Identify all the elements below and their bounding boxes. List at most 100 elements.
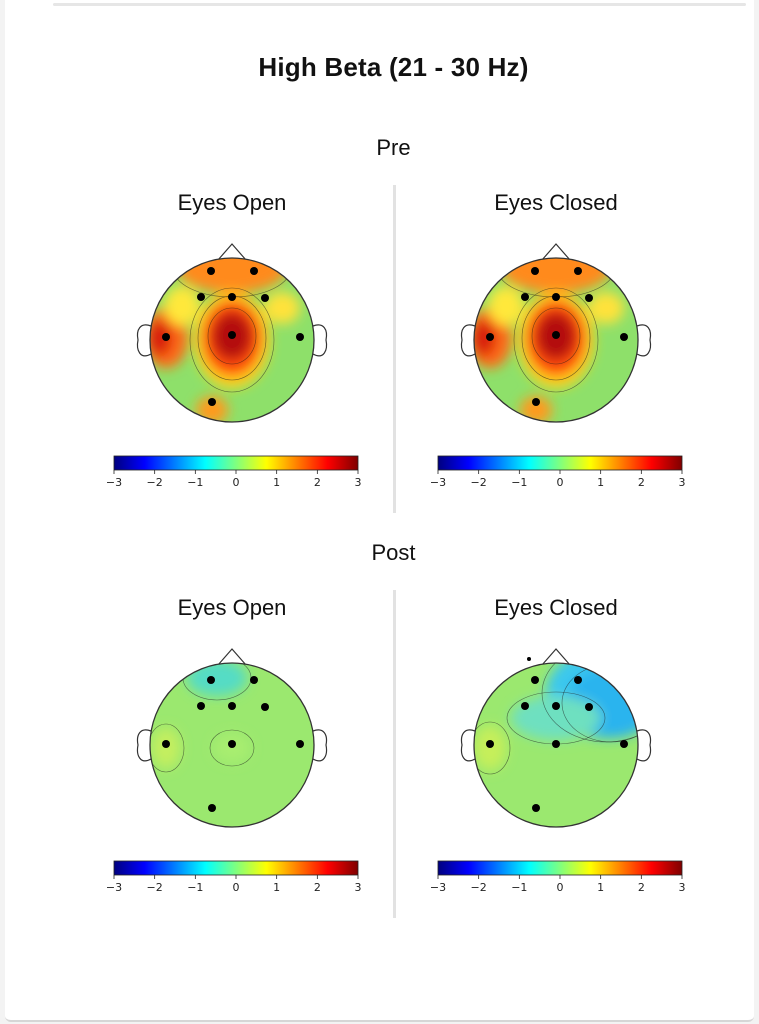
colorbar-tick-label: 3 [355,881,362,894]
colorbar-tick-label: 1 [273,881,280,894]
electrode-dot [552,702,560,710]
field-region [588,292,624,324]
nose-marker [217,243,247,261]
electrode-dot [197,293,205,301]
colorbar-tick-label: −3 [106,881,122,894]
pre-eyes-closed-panel: Eyes Closed −3 −2 −1 0 1 2 3 [406,190,706,520]
electrode-dot [207,267,215,275]
electrode-dot [531,676,539,684]
field-region [150,320,172,356]
field-region [187,663,247,696]
colorbar-tick-label: −1 [187,476,203,489]
head-outline [149,662,315,828]
electrode-dot [208,398,216,406]
electrode-dot [228,740,236,748]
colorbar-tick-label: 3 [679,881,686,894]
colorbar-tick-label: −1 [511,476,527,489]
contour-line [513,287,599,393]
colorbar-tick-label: 2 [314,881,321,894]
field-region [264,292,300,324]
electrode-dot [585,294,593,302]
electrode-dot [228,331,236,339]
electrode-dot [207,676,215,684]
colorbar [437,455,683,471]
colorbar-tick-label: 2 [638,476,645,489]
electrode-dot [552,740,560,748]
topomap-post-eyes-closed: −3 −2 −1 0 1 2 3 [430,648,686,894]
topomap-pre-eyes-closed: −3 −2 −1 0 1 2 3 [430,243,686,489]
electrode-dot [531,267,539,275]
electrode-dot [228,702,236,710]
left-ear [136,729,152,762]
electrode-dot [162,333,170,341]
electrode-dot [552,331,560,339]
left-ear [460,324,476,357]
post-eyes-closed-panel: Eyes Closed −3 −2 −1 0 1 2 3 [406,595,706,925]
panel-title: Eyes Open [177,190,287,215]
colorbar-tick-label: 3 [355,476,362,489]
field-region [177,258,287,293]
electrode-dot [620,333,628,341]
colorbar-tick-label: 2 [638,881,645,894]
right-ear [312,729,328,762]
field-region [511,696,601,740]
scalp-field [150,258,314,422]
electrode-dot [296,333,304,341]
nose-marker [541,648,571,666]
electrode-dot [261,703,269,711]
field-region [488,286,524,326]
electrode-dot [486,333,494,341]
electrode-dot [521,702,529,710]
contour-line [207,307,257,365]
colorbar-tick-label: 0 [233,476,240,489]
top-divider [53,3,746,6]
electrode-dot [527,657,531,661]
electrode-dot [486,740,494,748]
colorbar-tick-label: 0 [233,881,240,894]
electrode-dot [532,804,540,812]
colorbar-tick-label: 3 [679,476,686,489]
colorbar-tick-label: −1 [511,881,527,894]
colorbar [113,455,359,471]
electrode-dot [162,740,170,748]
colorbar-tick-label: 1 [597,476,604,489]
colorbar-tick-label: 0 [557,881,564,894]
electrode-dot [296,740,304,748]
electrode-dot [208,804,216,812]
electrode-dot [250,267,258,275]
nose-marker [541,243,571,261]
topomap-pre-eyes-open: −3 −2 −1 0 1 2 3 [106,243,362,489]
head-outline [473,257,639,423]
electrode-dot [574,676,582,684]
electrode-dot [552,293,560,301]
field-region [474,320,496,356]
electrode-dot [261,294,269,302]
electrode-dot [585,703,593,711]
contour-line [209,729,255,767]
colorbar-tick-label: −3 [430,881,446,894]
topomap-post-eyes-open: −3 −2 −1 0 1 2 3 [106,648,362,894]
colorbar [113,860,359,876]
section-title-post: Post [371,540,416,565]
contour-line [474,721,511,775]
colorbar-tick-label: −2 [147,881,163,894]
electrode-dot [228,293,236,301]
post-eyes-open-panel: Eyes Open −3 −2 −1 0 1 2 3 [82,595,382,925]
report-card [5,0,754,1022]
panel-title: Eyes Closed [494,190,618,215]
right-ear [312,324,328,357]
colorbar-tick-label: 2 [314,476,321,489]
pre-divider [393,185,396,513]
field-region [164,286,200,326]
colorbar-tick-label: 0 [557,476,564,489]
right-ear [636,324,652,357]
colorbar-tick-label: −2 [147,476,163,489]
section-title-pre: Pre [376,135,411,160]
electrode-dot [532,398,540,406]
field-region [501,258,611,293]
contour-line [189,287,275,393]
colorbar-tick-label: −2 [471,881,487,894]
head-outline [473,662,639,828]
contour-line [531,307,581,365]
colorbar-tick-label: −1 [187,881,203,894]
